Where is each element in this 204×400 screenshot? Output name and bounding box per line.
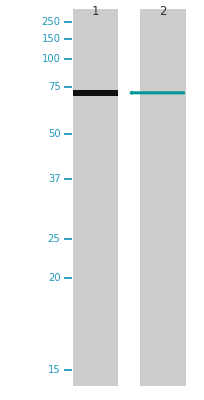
Text: 50: 50 — [48, 129, 60, 139]
Text: 1: 1 — [91, 5, 99, 18]
Text: 20: 20 — [48, 273, 60, 283]
Text: 150: 150 — [41, 34, 60, 44]
Text: 2: 2 — [159, 5, 166, 18]
Text: 15: 15 — [48, 365, 60, 375]
Bar — [72, 90, 117, 96]
Text: 25: 25 — [48, 234, 60, 244]
Text: 250: 250 — [41, 17, 60, 27]
Bar — [140, 9, 185, 386]
Text: 37: 37 — [48, 174, 60, 184]
Text: 100: 100 — [41, 54, 60, 64]
Bar — [72, 9, 117, 386]
Text: 75: 75 — [48, 82, 60, 92]
